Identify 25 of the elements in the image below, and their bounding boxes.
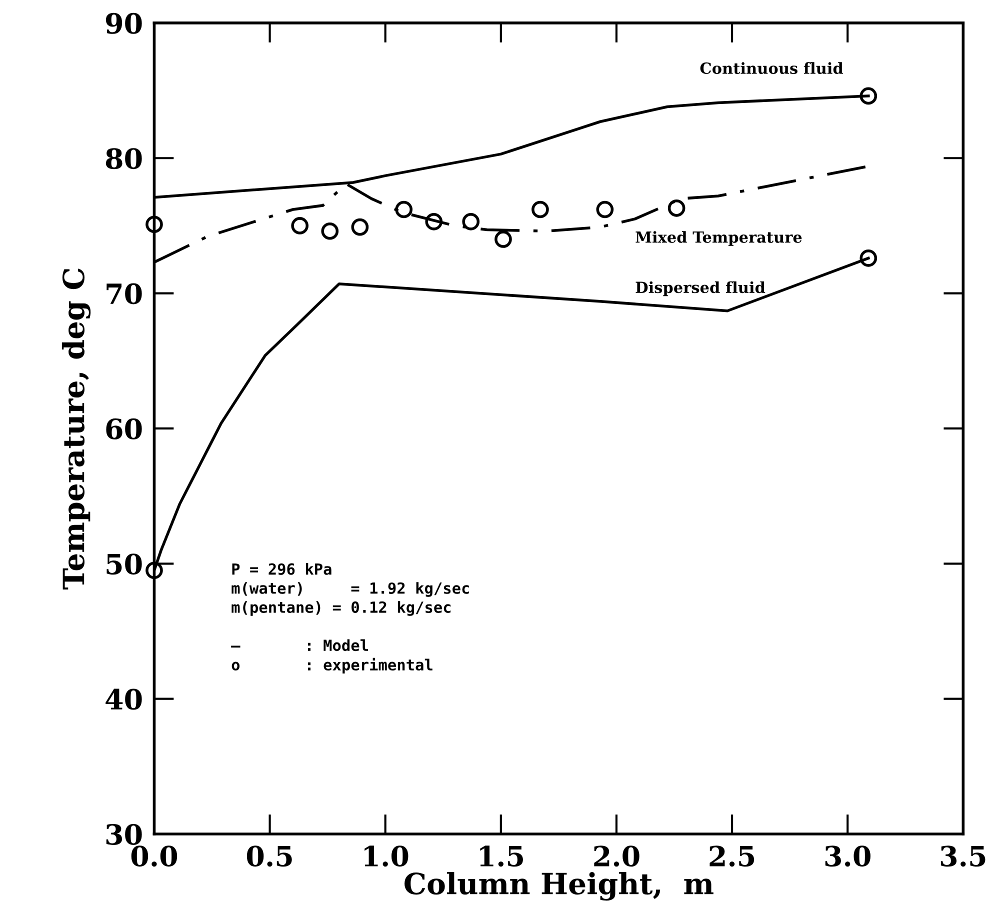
annotation: o : experimental xyxy=(232,658,432,674)
x-tick-label: 3.0 xyxy=(825,846,870,867)
x-tick-label: 3.5 xyxy=(940,846,986,867)
series-label: Continuous fluid xyxy=(700,62,844,74)
x-axis-title: Column Height, m xyxy=(404,872,714,901)
series-label: Mixed Temperature xyxy=(636,231,802,246)
x-tick-label: 0.0 xyxy=(131,846,178,867)
annotation: — : Model xyxy=(231,639,368,652)
y-axis-title: Temperature, deg C xyxy=(62,268,91,590)
x-tick-label: 1.5 xyxy=(480,846,523,867)
annotation: m(pentane) = 0.12 kg/sec xyxy=(232,601,451,616)
x-tick-label: 0.5 xyxy=(246,846,292,867)
y-tick-label: 50 xyxy=(106,554,142,575)
x-tick-label: 1.0 xyxy=(364,846,408,867)
x-tick-label: 2.0 xyxy=(594,846,640,867)
y-tick-label: 40 xyxy=(106,688,142,710)
y-tick-label: 60 xyxy=(106,418,142,440)
annotation: P = 296 kPa xyxy=(232,563,332,575)
y-tick-label: 30 xyxy=(106,824,142,845)
y-tick-label: 80 xyxy=(106,148,142,170)
series-label: Dispersed fluid xyxy=(636,281,766,296)
annotation: m(water) = 1.92 kg/sec xyxy=(232,582,469,597)
x-tick-label: 2.5 xyxy=(710,846,754,867)
y-tick-label: 90 xyxy=(106,12,142,34)
y-tick-label: 70 xyxy=(106,283,142,304)
